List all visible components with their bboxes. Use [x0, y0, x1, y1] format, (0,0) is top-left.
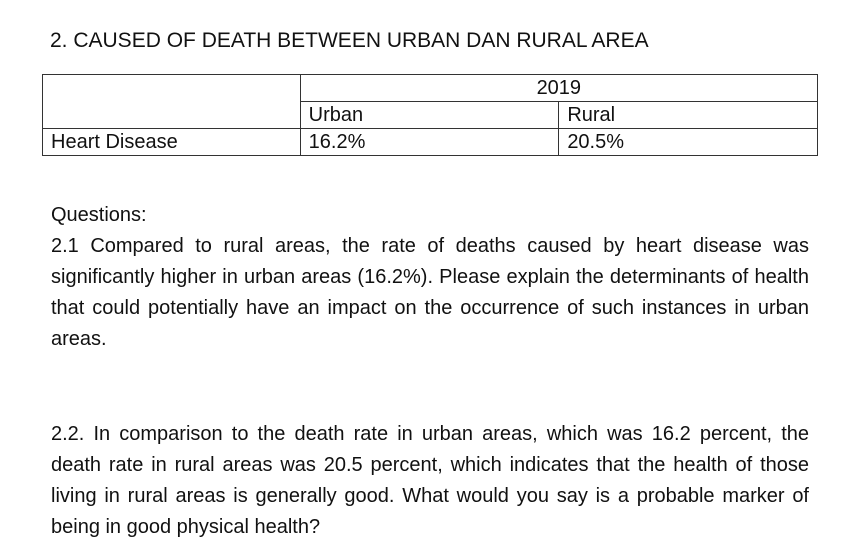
table-header-row: 2019: [42, 74, 819, 129]
death-cause-table: 2019 Urban Rural Heart Disease 16.2% 20.…: [42, 74, 819, 156]
table-cell-urban: 16.2%: [299, 128, 560, 156]
question-2-2: 2.2. In comparison to the death rate in …: [51, 423, 809, 538]
table-column-header-urban: Urban: [299, 101, 560, 129]
table-corner-cell: [42, 74, 301, 129]
question-2-1: 2.1 Compared to rural areas, the rate of…: [51, 235, 809, 350]
table-cell-rural: 20.5%: [558, 128, 818, 156]
questions-section: Questions: 2.1 Compared to rural areas, …: [51, 200, 809, 543]
section-heading: 2. CAUSED OF DEATH BETWEEN URBAN DAN RUR…: [50, 29, 649, 52]
table-year-header: 2019: [299, 74, 819, 102]
table-column-header-rural: Rural: [558, 101, 818, 129]
table-row-label: Heart Disease: [42, 128, 301, 156]
table-row: Heart Disease 16.2% 20.5%: [42, 128, 818, 156]
table-subheader-row: Urban Rural: [43, 101, 818, 129]
questions-title: Questions:: [51, 204, 147, 226]
